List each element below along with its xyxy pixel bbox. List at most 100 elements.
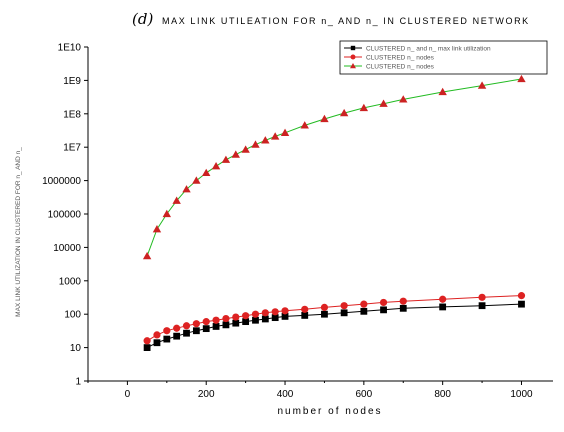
series-line-2 bbox=[146, 295, 522, 342]
x-tick-label: 400 bbox=[277, 389, 294, 400]
data-point bbox=[439, 295, 447, 303]
data-point bbox=[252, 316, 259, 324]
data-point bbox=[261, 309, 269, 317]
y-tick-label: 1E9 bbox=[63, 76, 81, 87]
data-point bbox=[251, 140, 260, 148]
data-point bbox=[280, 128, 290, 136]
data-point bbox=[271, 308, 279, 316]
data-point bbox=[518, 300, 525, 308]
data-point bbox=[261, 315, 269, 323]
data-point bbox=[172, 196, 181, 204]
data-point bbox=[212, 323, 220, 330]
data-point bbox=[379, 99, 388, 107]
y-tick-label: 10000 bbox=[53, 243, 81, 254]
legend-box bbox=[339, 40, 548, 75]
plot-area: 0 200 400 600 800 1000 1 10 100 1000 10000 100000 10… bbox=[42, 43, 553, 400]
data-point bbox=[182, 185, 191, 193]
data-point bbox=[271, 314, 279, 322]
data-point bbox=[281, 312, 289, 320]
data-point bbox=[251, 310, 260, 318]
data-point bbox=[162, 209, 172, 218]
data-point bbox=[360, 307, 368, 315]
data-point bbox=[301, 305, 309, 313]
data-point bbox=[152, 225, 162, 233]
legend-marker bbox=[350, 63, 356, 69]
data-point bbox=[477, 81, 487, 89]
data-point bbox=[192, 320, 200, 328]
data-point bbox=[270, 132, 280, 140]
x-tick-label: 800 bbox=[434, 389, 451, 400]
y-tick-label: 10 bbox=[70, 343, 82, 354]
legend: CLUSTERED n_ and n_ max link utilization… bbox=[339, 40, 548, 75]
data-point bbox=[142, 251, 152, 260]
data-point bbox=[153, 339, 161, 347]
data-point bbox=[339, 108, 349, 117]
chart-title: MAX LINK UTILEATION FOR n_ AND n_ IN CLU… bbox=[162, 16, 530, 26]
data-point bbox=[221, 155, 231, 163]
data-point bbox=[517, 74, 526, 83]
data-point bbox=[379, 298, 388, 307]
data-point bbox=[143, 337, 151, 345]
data-point bbox=[163, 335, 171, 343]
data-point bbox=[321, 310, 328, 318]
data-point bbox=[241, 145, 250, 153]
data-point bbox=[183, 329, 190, 337]
data-point bbox=[517, 292, 526, 300]
legend-marker bbox=[350, 45, 356, 51]
data-point bbox=[143, 344, 151, 351]
y-tick-label: 100000 bbox=[48, 210, 82, 221]
y-tick-label: 1E8 bbox=[63, 109, 81, 120]
data-point bbox=[242, 312, 250, 320]
data-point bbox=[399, 297, 407, 305]
y-tick-label: 1000 bbox=[59, 276, 82, 287]
data-point bbox=[202, 168, 211, 177]
data-point bbox=[359, 103, 369, 112]
data-point bbox=[232, 313, 240, 321]
data-point bbox=[399, 95, 408, 103]
data-point bbox=[211, 161, 221, 170]
x-tick-label: 1000 bbox=[510, 389, 533, 400]
legend-entry: CLUSTERED n_ nodes bbox=[366, 63, 435, 70]
data-point bbox=[173, 332, 181, 340]
x-tick-label: 600 bbox=[356, 389, 373, 400]
data-point bbox=[192, 176, 201, 184]
data-point bbox=[360, 300, 368, 308]
y-tick-label: 1E7 bbox=[63, 143, 81, 154]
data-point bbox=[222, 321, 230, 329]
series-line-3 bbox=[146, 78, 522, 257]
data-point bbox=[202, 318, 210, 326]
y-tick-label: 1E10 bbox=[58, 43, 82, 54]
data-point bbox=[232, 319, 240, 327]
data-point bbox=[439, 303, 447, 311]
y-tick-label: 1 bbox=[75, 377, 81, 388]
data-point bbox=[182, 322, 191, 330]
y-axis-title: MAX LINK UTILIZATION IN CLUSTERED FOR n_… bbox=[15, 147, 22, 317]
data-point bbox=[438, 87, 447, 96]
legend-entry: CLUSTERED n_ nodes bbox=[366, 54, 435, 61]
data-point bbox=[340, 302, 348, 310]
data-point bbox=[340, 309, 348, 317]
data-point bbox=[478, 302, 486, 310]
data-point bbox=[320, 114, 329, 123]
data-point bbox=[163, 327, 171, 335]
data-point bbox=[242, 318, 250, 326]
data-point bbox=[173, 324, 181, 332]
panel-label: (d) bbox=[132, 10, 153, 28]
data-point bbox=[202, 325, 210, 333]
data-point bbox=[153, 331, 161, 339]
data-point bbox=[478, 293, 486, 301]
data-point bbox=[222, 314, 230, 323]
data-point bbox=[261, 136, 270, 144]
data-point bbox=[301, 312, 309, 319]
data-point bbox=[300, 121, 309, 129]
data-point bbox=[212, 316, 220, 324]
legend-entry: CLUSTERED n_ and n_ max link utilization bbox=[366, 45, 491, 52]
data-point bbox=[320, 303, 329, 311]
data-point bbox=[399, 304, 407, 312]
y-tick-label: 100 bbox=[64, 310, 81, 321]
x-axis-title: number of nodes bbox=[277, 406, 382, 417]
data-point bbox=[380, 306, 387, 314]
x-tick-label: 200 bbox=[198, 389, 215, 400]
